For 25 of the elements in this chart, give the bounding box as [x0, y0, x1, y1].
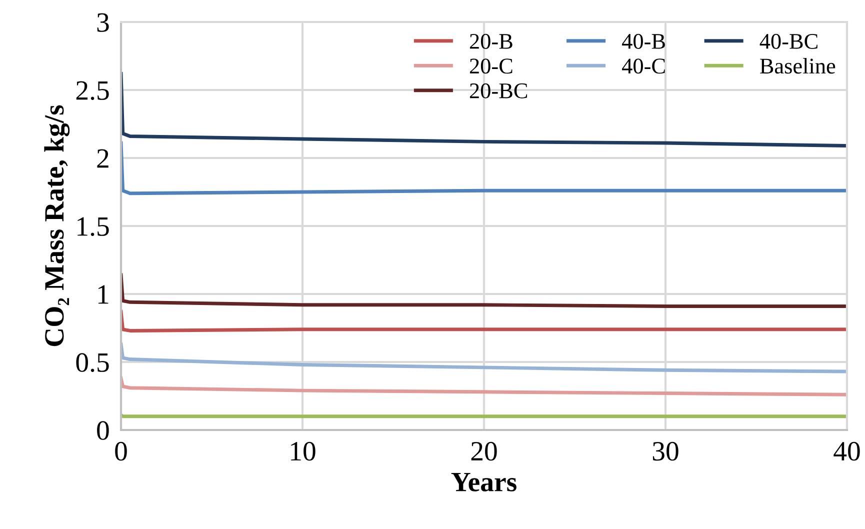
legend-label: 40-B: [622, 34, 665, 49]
x-tick-label: 30: [652, 442, 678, 461]
y-tick-label: 0.5: [76, 353, 109, 372]
y-tick-label: 0: [97, 421, 109, 440]
x-axis-title: Years: [451, 472, 516, 492]
y-tick-label: 2: [97, 149, 108, 168]
x-tick-label: 20: [471, 442, 497, 461]
legend-label: 20-B: [470, 34, 512, 49]
legend-label: 20-BC: [470, 83, 528, 98]
x-tick-label: 0: [115, 442, 127, 461]
y-tick-label: 2.5: [76, 81, 109, 100]
y-tick-label: 1.5: [78, 217, 109, 236]
legend-label: 20-C: [470, 58, 512, 74]
y-tick-label: 3: [97, 13, 109, 32]
legend-label: Baseline: [760, 58, 836, 74]
legend-label: 40-C: [622, 58, 665, 74]
line-series: [121, 273, 847, 308]
y-axis-title: CO₂ Mass Rate, kg/s: [44, 105, 70, 346]
line-series: [121, 376, 847, 396]
x-tick-label: 40: [834, 442, 860, 461]
legend-label: 40-BC: [760, 34, 818, 49]
line-series: [121, 342, 847, 374]
y-tick-label: 1: [98, 285, 108, 304]
x-tick-label: 10: [291, 442, 316, 461]
line-series: [121, 141, 847, 196]
